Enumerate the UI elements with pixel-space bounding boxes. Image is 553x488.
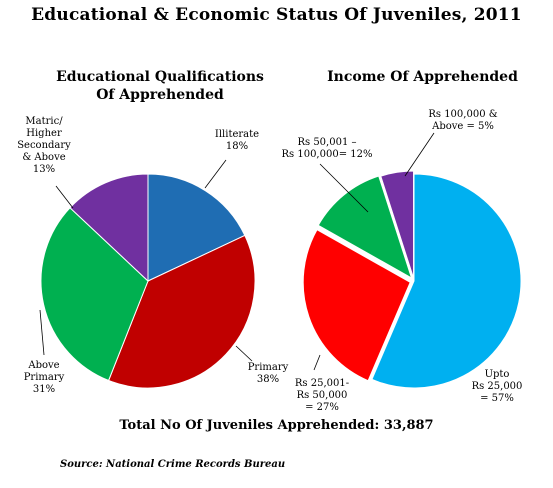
pie-1-data-label-3: Above Primary 31% [24, 360, 65, 395]
pie-2-data-label-1: Upto Rs 25,000 = 57% [472, 369, 523, 404]
pie-2-data-label-2: Rs 25,001-Rs 50,000 = 27% [295, 378, 349, 413]
pie-1-leader-line-4 [55, 185, 74, 209]
income-title-line-1: Income Of Apprehended [327, 69, 518, 85]
pie-2-leader-line-2 [313, 354, 321, 371]
pie-1-data-label-1: Illiterate 18% [215, 129, 259, 152]
pie-1-slice-4 [69, 173, 149, 283]
pie-1-data-label-2: Primary 38% [248, 362, 289, 385]
pie-2-slice-4 [380, 170, 415, 279]
total-juveniles-text: Total No Of Juveniles Apprehended: 33,88… [119, 418, 434, 433]
education-title-line-2: Of Apprehended [96, 87, 224, 103]
pie-chart-2: Upto Rs 25,000 = 57% Rs 25,001-Rs 50,000 = 2… [282, 109, 523, 413]
pie-1-slice-3 [40, 207, 149, 382]
pie-chart-1: Illiterate 18% Primary 38% Above Primary 31% Ma… [17, 116, 288, 395]
main-title: Educational & Economic Status Of Juvenil… [31, 5, 522, 25]
source-note: Source: National Crime Records Bureau [60, 459, 286, 470]
pie-1-data-label-4: Matric/Higher Secondary & Above 13% [17, 116, 71, 175]
pie-1-leader-line-3 [39, 309, 45, 356]
pie-2-slice-1 [371, 173, 522, 389]
education-chart-title: Educational Qualifications Of Apprehende… [40, 68, 280, 104]
pie-1-leader-line-1 [204, 159, 227, 189]
pie-2-data-label-4: Rs 100,000 & Above = 5% [428, 109, 497, 132]
pie-2-leader-line-4 [404, 132, 435, 177]
pie-1-slice-1 [147, 173, 246, 282]
pie-1-slice-2 [107, 234, 256, 389]
pie-2-leader-line-3 [319, 163, 369, 213]
income-chart-title: Income Of Apprehended [300, 68, 545, 86]
pie-2-data-label-3: Rs 50,001 – Rs 100,000= 12% [282, 137, 373, 160]
pie-2-slice-2 [302, 229, 411, 382]
pie-2-slice-3 [317, 175, 413, 279]
pie-1-leader-line-2 [235, 345, 253, 362]
education-title-line-1: Educational Qualifications [56, 69, 264, 85]
